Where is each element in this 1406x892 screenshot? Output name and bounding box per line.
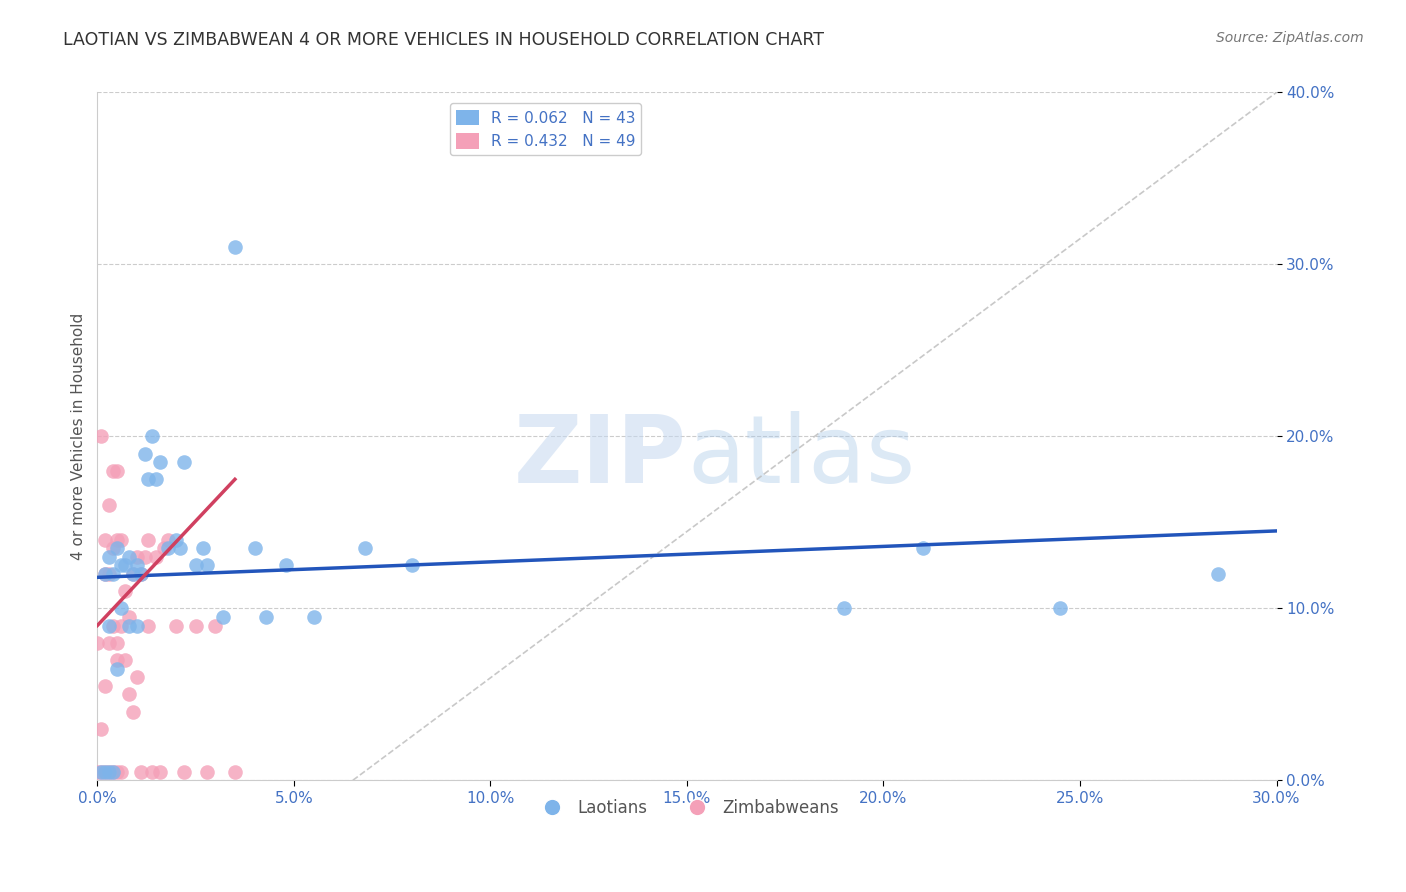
Text: LAOTIAN VS ZIMBABWEAN 4 OR MORE VEHICLES IN HOUSEHOLD CORRELATION CHART: LAOTIAN VS ZIMBABWEAN 4 OR MORE VEHICLES…: [63, 31, 824, 49]
Point: [86, 636, 108, 650]
Point: [401, 558, 423, 573]
Point: [105, 653, 128, 667]
Point: [90, 429, 112, 443]
Point: [832, 601, 855, 615]
Point: [141, 764, 163, 779]
Point: [184, 558, 207, 573]
Point: [105, 541, 128, 555]
Point: [98, 764, 121, 779]
Point: [105, 533, 128, 547]
Point: [353, 541, 375, 555]
Point: [98, 498, 121, 512]
Point: [129, 566, 152, 581]
Point: [138, 533, 160, 547]
Point: [110, 533, 132, 547]
Point: [125, 549, 148, 564]
Point: [129, 764, 152, 779]
Point: [125, 558, 148, 573]
Point: [1206, 566, 1229, 581]
Point: [110, 618, 132, 632]
Point: [173, 764, 195, 779]
Point: [141, 429, 163, 443]
Point: [101, 464, 124, 478]
Point: [86, 764, 108, 779]
Point: [165, 533, 187, 547]
Point: [911, 541, 934, 555]
Point: [94, 679, 117, 693]
Point: [118, 549, 141, 564]
Point: [134, 549, 156, 564]
Point: [98, 618, 121, 632]
Point: [224, 240, 246, 254]
Point: [118, 610, 141, 624]
Point: [114, 558, 136, 573]
Point: [94, 566, 117, 581]
Point: [101, 541, 124, 555]
Point: [105, 764, 128, 779]
Point: [274, 558, 297, 573]
Point: [121, 705, 143, 719]
Point: [173, 455, 195, 469]
Point: [302, 610, 325, 624]
Point: [114, 653, 136, 667]
Point: [153, 541, 176, 555]
Point: [149, 455, 172, 469]
Point: [110, 764, 132, 779]
Text: Source: ZipAtlas.com: Source: ZipAtlas.com: [1216, 31, 1364, 45]
Point: [90, 722, 112, 736]
Point: [94, 566, 117, 581]
Point: [1049, 601, 1071, 615]
Point: [224, 764, 246, 779]
Point: [125, 670, 148, 684]
Point: [212, 610, 235, 624]
Point: [134, 446, 156, 460]
Point: [165, 618, 187, 632]
Point: [138, 618, 160, 632]
Point: [110, 601, 132, 615]
Point: [101, 764, 124, 779]
Point: [105, 464, 128, 478]
Point: [125, 618, 148, 632]
Point: [98, 549, 121, 564]
Y-axis label: 4 or more Vehicles in Household: 4 or more Vehicles in Household: [72, 313, 86, 560]
Point: [157, 541, 180, 555]
Point: [243, 541, 266, 555]
Point: [138, 472, 160, 486]
Point: [101, 566, 124, 581]
Legend: Laotians, Zimbabweans: Laotians, Zimbabweans: [529, 792, 845, 823]
Point: [157, 533, 180, 547]
Point: [98, 566, 121, 581]
Point: [110, 558, 132, 573]
Point: [94, 533, 117, 547]
Point: [193, 541, 215, 555]
Point: [129, 566, 152, 581]
Point: [121, 566, 143, 581]
Text: atlas: atlas: [688, 411, 915, 503]
Point: [121, 566, 143, 581]
Point: [114, 584, 136, 599]
Point: [105, 636, 128, 650]
Point: [145, 472, 167, 486]
Point: [118, 687, 141, 701]
Point: [204, 618, 226, 632]
Text: ZIP: ZIP: [515, 411, 688, 503]
Point: [197, 558, 219, 573]
Point: [98, 636, 121, 650]
Point: [169, 541, 191, 555]
Point: [145, 549, 167, 564]
Point: [94, 764, 117, 779]
Point: [184, 618, 207, 632]
Point: [90, 764, 112, 779]
Point: [118, 618, 141, 632]
Point: [197, 764, 219, 779]
Point: [94, 764, 117, 779]
Point: [101, 764, 124, 779]
Point: [105, 661, 128, 675]
Point: [101, 618, 124, 632]
Point: [149, 764, 172, 779]
Point: [90, 764, 112, 779]
Point: [254, 610, 277, 624]
Point: [98, 764, 121, 779]
